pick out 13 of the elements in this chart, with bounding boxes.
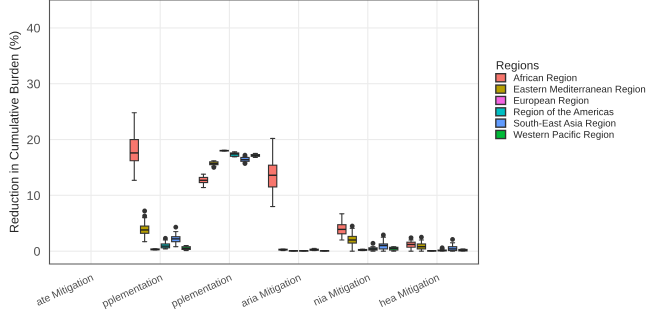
y-tick-label: 0 <box>34 246 40 256</box>
y-tick-label: 30 <box>27 80 40 88</box>
legend-label: Western Pacific Region <box>513 130 614 140</box>
y-tick-label: 20 <box>27 135 40 144</box>
legend-label: African Region <box>513 74 576 84</box>
y-axis-title: Reduction in Cumulative Burden (%) <box>9 32 22 232</box>
legend-title: Regions <box>496 60 539 72</box>
y-tick-label: 10 <box>28 191 40 200</box>
legend-label: South-East Asia Region <box>514 119 616 129</box>
y-tick-label: 40 <box>26 24 40 33</box>
legend-label: European Region <box>514 96 588 106</box>
legend-label: Region of the Americas <box>514 108 614 118</box>
legend-label: Eastern Mediterranean Region <box>514 85 646 94</box>
